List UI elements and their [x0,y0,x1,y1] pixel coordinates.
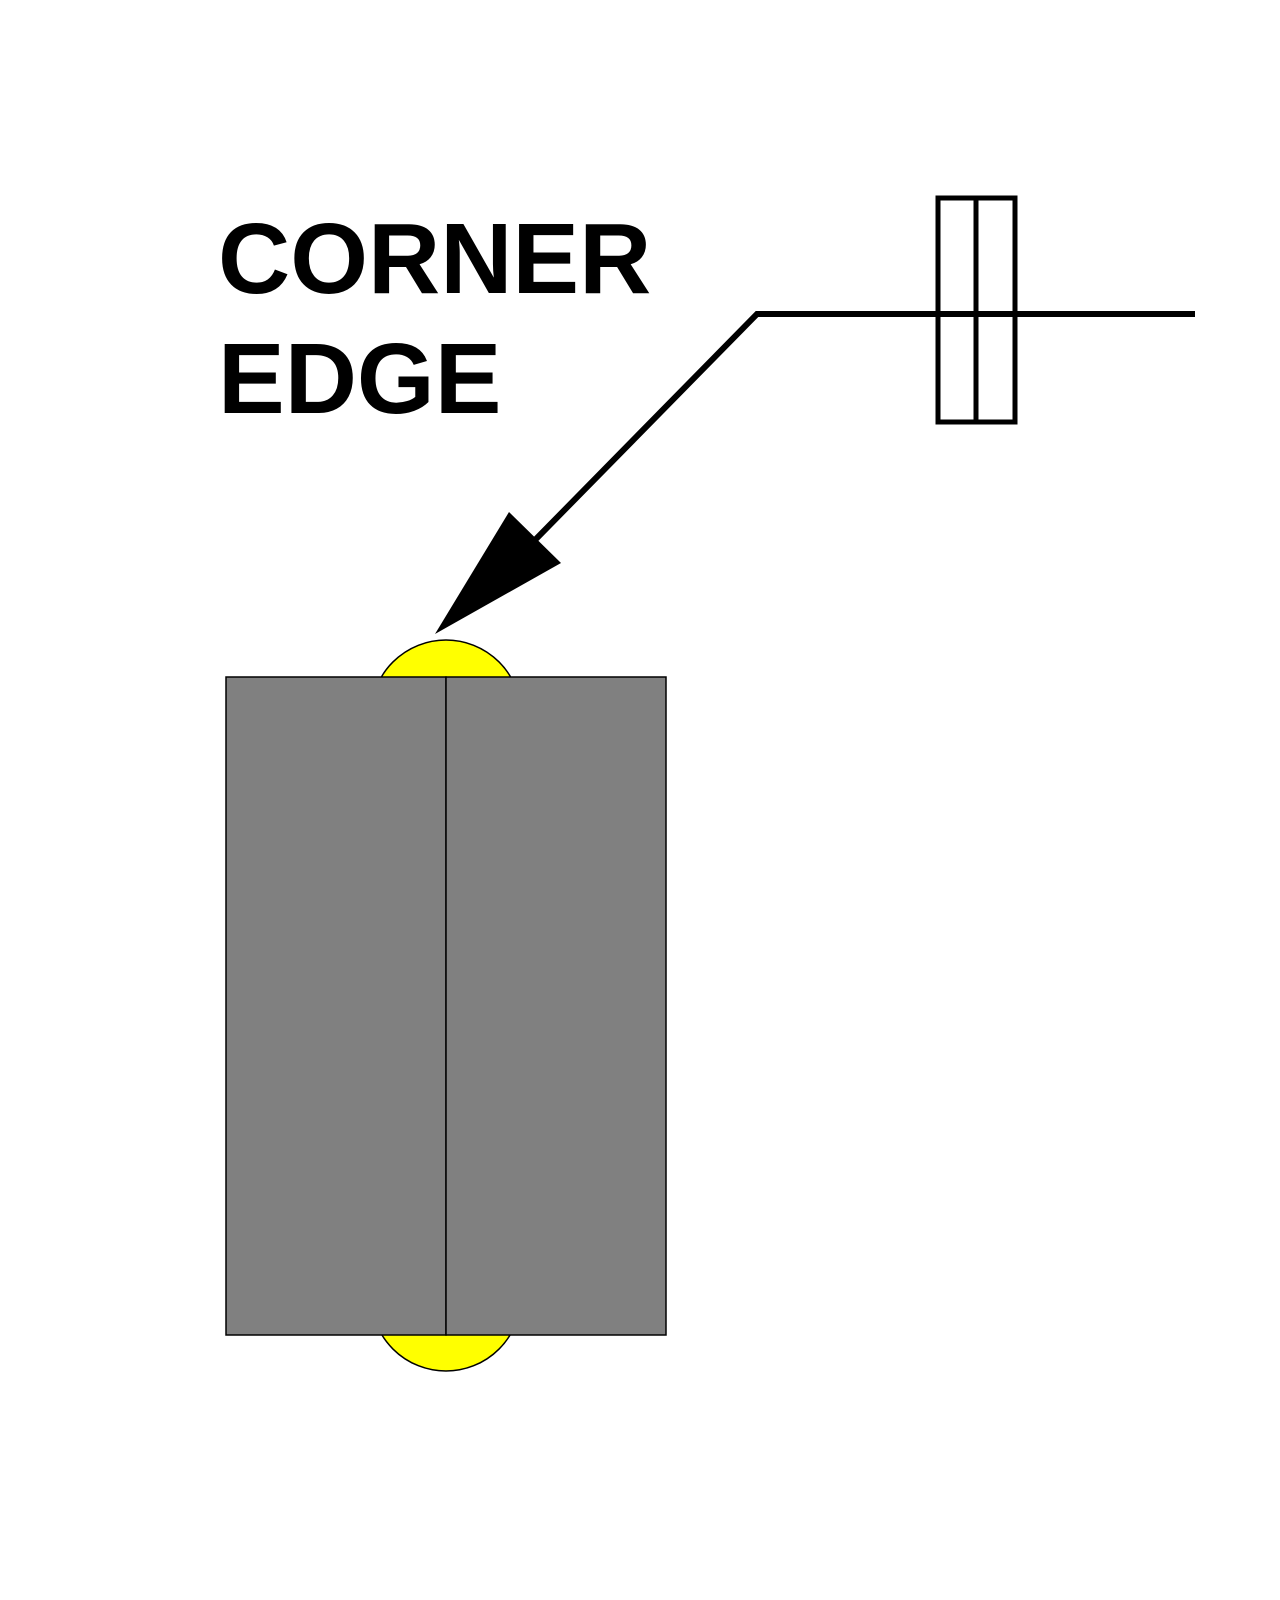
right-plate [445,676,667,1336]
leader-line [532,311,1195,543]
left-plate [225,676,447,1336]
label-line-2: EDGE [218,323,501,435]
seam-weld-symbol-icon [935,195,1018,425]
leader-arrow-icon [435,512,561,634]
label-line-1: CORNER [218,203,651,315]
plates [225,676,667,1336]
